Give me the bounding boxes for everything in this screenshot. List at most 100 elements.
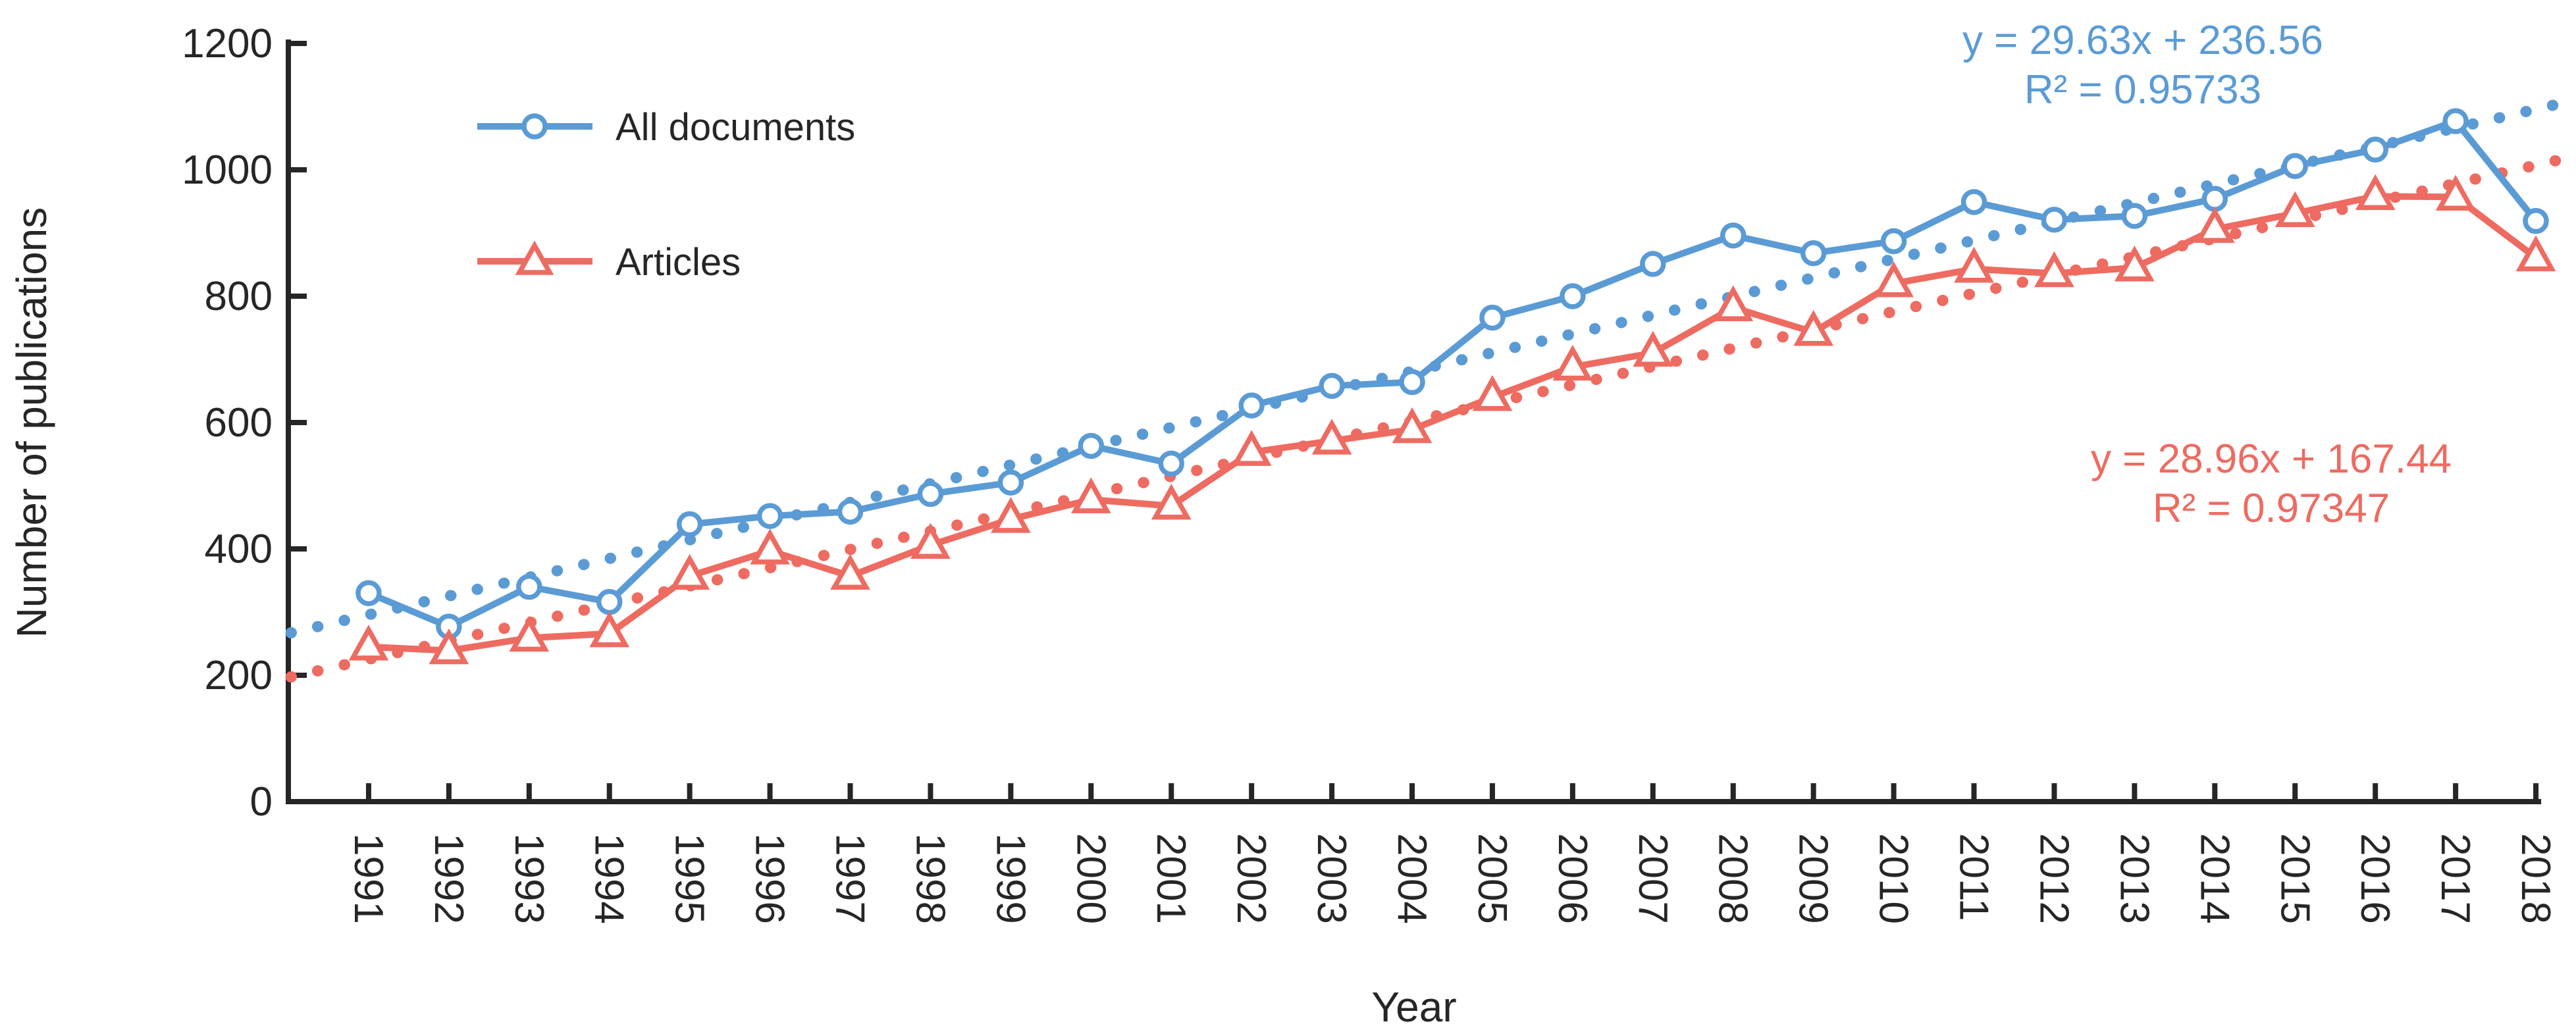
plot-area: 0 200 400 600 800 1000 1200 1991 1992 1993 1994 199… bbox=[182, 21, 2572, 924]
y-tick-label: 200 bbox=[205, 653, 273, 698]
data-point-triangle-2009 bbox=[1793, 310, 1834, 346]
data-point-triangle-1992 bbox=[429, 628, 469, 665]
data-point-triangle-2000 bbox=[1070, 477, 1111, 513]
x-tick-label: 1996 bbox=[747, 833, 793, 924]
data-point-triangle-2001 bbox=[1151, 484, 1192, 520]
x-axis-title: Year bbox=[1371, 983, 1456, 1030]
x-tick-label: 2018 bbox=[2513, 833, 2558, 924]
data-point-triangle-2018 bbox=[2515, 235, 2556, 272]
legend-item-articles: Articles bbox=[477, 240, 741, 284]
x-tick-label: 2003 bbox=[1309, 833, 1354, 924]
trendline-equation-all-documents: y = 29.63x + 236.56 bbox=[1962, 18, 2323, 63]
x-tick-label: 1999 bbox=[987, 833, 1033, 924]
data-point-triangle-2003 bbox=[1311, 419, 1352, 455]
trendline-annotations: y = 29.63x + 236.56 R² = 0.95733 y = 28.… bbox=[1962, 18, 2452, 531]
data-point-triangle-2011 bbox=[1954, 247, 1994, 283]
data-point-triangle-1997 bbox=[830, 554, 870, 590]
y-tick-label: 0 bbox=[250, 779, 273, 825]
data-point-circle-1993 bbox=[516, 573, 542, 600]
data-point-circle-2004 bbox=[1399, 369, 1425, 396]
data-point-triangle-1994 bbox=[589, 611, 630, 648]
x-tick-label: 1992 bbox=[426, 833, 471, 924]
legend-item-all-documents: All documents bbox=[477, 106, 855, 149]
data-point-circle-2017 bbox=[2442, 108, 2469, 134]
data-point-circle-2016 bbox=[2362, 136, 2388, 163]
x-tick-label: 2017 bbox=[2432, 833, 2478, 924]
legend-label-all-documents: All documents bbox=[616, 106, 855, 149]
data-point-circle-2007 bbox=[1640, 251, 1666, 277]
data-point-circle-1991 bbox=[355, 580, 382, 606]
x-tick-label: 2008 bbox=[1710, 833, 1756, 924]
data-point-triangle-1991 bbox=[348, 625, 389, 661]
data-point-circle-1995 bbox=[676, 511, 703, 538]
data-point-circle-1994 bbox=[596, 588, 623, 615]
x-tick-label: 1995 bbox=[667, 833, 712, 924]
x-tick-label: 2005 bbox=[1469, 833, 1515, 924]
data-point-circle-2003 bbox=[1319, 373, 1345, 399]
y-tick-label: 1200 bbox=[182, 21, 273, 66]
data-point-triangle-2017 bbox=[2435, 174, 2476, 211]
data-point-circle-2000 bbox=[1078, 432, 1105, 459]
data-point-triangle-2016 bbox=[2355, 174, 2396, 211]
trendline-equation-articles: y = 28.96x + 167.44 bbox=[2091, 436, 2452, 482]
data-point-triangle-2010 bbox=[1874, 261, 1914, 297]
data-point-circle-1996 bbox=[756, 503, 783, 529]
data-point-triangle-1998 bbox=[910, 523, 951, 559]
x-tick-label: 2015 bbox=[2272, 833, 2317, 924]
data-point-triangle-2006 bbox=[1552, 344, 1593, 381]
data-point-circle-1999 bbox=[997, 469, 1024, 496]
x-tick-label: 2001 bbox=[1148, 833, 1194, 924]
data-point-circle-2015 bbox=[2282, 153, 2308, 179]
data-point-circle-2011 bbox=[1960, 189, 1987, 215]
y-axis-title: Number of publications bbox=[8, 207, 55, 638]
x-tick-label: 2010 bbox=[1871, 833, 1916, 924]
data-point-circle-2008 bbox=[1720, 222, 1747, 249]
y-tick-label: 1000 bbox=[182, 147, 273, 193]
y-tick-label: 600 bbox=[205, 400, 273, 446]
trendline-r2-articles: R² = 0.97347 bbox=[2153, 486, 2390, 531]
x-tick-label: 1993 bbox=[506, 833, 552, 924]
x-tick-label: 1991 bbox=[346, 833, 391, 924]
x-tick-label: 1997 bbox=[828, 833, 873, 924]
x-tick-label: 2013 bbox=[2111, 833, 2157, 924]
data-point-circle-2012 bbox=[2041, 207, 2068, 233]
data-point-triangle-2013 bbox=[2115, 245, 2155, 282]
x-tick-label: 2011 bbox=[1951, 833, 1997, 921]
x-tick-label: 2007 bbox=[1630, 833, 1675, 924]
data-point-triangle-1996 bbox=[750, 528, 790, 565]
data-point-triangle-2008 bbox=[1713, 285, 1754, 322]
data-point-circle-2006 bbox=[1560, 283, 1586, 309]
x-tick-label: 2000 bbox=[1068, 833, 1113, 924]
data-point-circle-2018 bbox=[2523, 208, 2549, 234]
y-tick-label: 400 bbox=[205, 527, 273, 572]
data-point-circle-2005 bbox=[1479, 304, 1506, 331]
x-tick-label: 2002 bbox=[1228, 833, 1274, 924]
data-point-circle-2001 bbox=[1158, 450, 1184, 477]
y-tick-label: 800 bbox=[205, 274, 273, 319]
legend-triangle-marker-icon bbox=[515, 240, 554, 275]
x-tick-label: 2014 bbox=[2192, 833, 2237, 924]
data-point-triangle-2012 bbox=[2034, 251, 2074, 288]
data-point-triangle-2002 bbox=[1231, 430, 1272, 466]
data-point-triangle-2005 bbox=[1472, 374, 1513, 411]
data-point-circle-2014 bbox=[2201, 186, 2228, 212]
data-point-circle-2009 bbox=[1800, 240, 1827, 267]
data-point-circle-1997 bbox=[837, 498, 864, 525]
x-tick-label: 2004 bbox=[1389, 833, 1434, 924]
legend-circle-marker-icon bbox=[521, 113, 548, 140]
data-point-triangle-2015 bbox=[2274, 191, 2315, 227]
data-point-triangle-2014 bbox=[2194, 207, 2235, 243]
data-point-circle-2002 bbox=[1238, 392, 1265, 419]
x-tick-label: 2012 bbox=[2031, 833, 2076, 924]
legend-label-articles: Articles bbox=[616, 241, 741, 284]
x-tick-label: 2006 bbox=[1550, 833, 1595, 924]
data-point-triangle-2007 bbox=[1633, 330, 1673, 367]
data-point-triangle-1995 bbox=[670, 554, 710, 590]
trendline-r2-all-documents: R² = 0.95733 bbox=[2024, 67, 2261, 113]
data-point-circle-2010 bbox=[1880, 228, 1907, 255]
data-point-triangle-1999 bbox=[990, 497, 1031, 533]
data-point-triangle-2004 bbox=[1392, 407, 1433, 444]
data-point-triangle-1993 bbox=[509, 615, 550, 652]
